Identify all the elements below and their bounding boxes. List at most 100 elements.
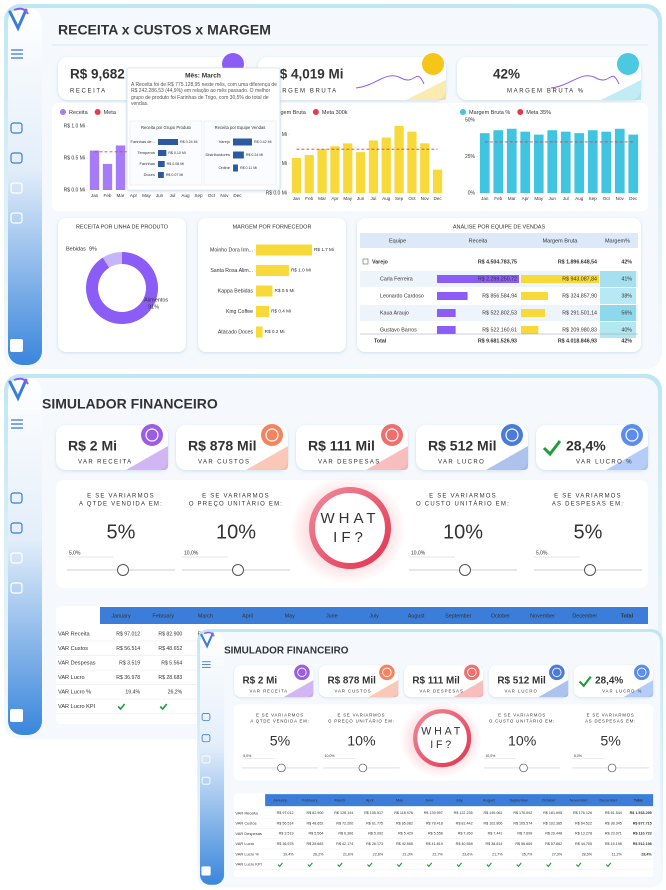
cell: R$ 1.533.299 — [630, 811, 652, 815]
cell: R$ 128.144 — [334, 811, 353, 815]
nav-icon[interactable] — [10, 212, 23, 224]
data-bar — [521, 275, 599, 283]
bar-label: Doces — [144, 172, 155, 177]
slider-knob[interactable] — [277, 763, 286, 773]
cell: R$ 2.299.250,72 — [478, 276, 517, 282]
slider-knob[interactable] — [459, 564, 471, 576]
slider-question: E SE VARIARMOS — [554, 494, 622, 500]
legend-label: Margem Bruta % — [469, 110, 510, 116]
sidebar — [200, 632, 225, 885]
cell: R$ 44.705 — [575, 842, 592, 846]
what-if-text: IF? — [333, 529, 367, 546]
legend-dot — [460, 109, 466, 115]
cell: 27,3% — [552, 852, 563, 856]
legend-label: Receita — [69, 110, 89, 116]
cell: 26,2% — [313, 852, 324, 856]
cell: R$ 28.683 — [306, 842, 323, 846]
kpi-label: MARGEM BRUTA % — [507, 89, 585, 95]
cell: 41% — [621, 276, 632, 282]
x-tick-label: Dec — [233, 193, 242, 198]
cell: R$ 5.092 — [368, 832, 383, 836]
nav-icon[interactable] — [201, 755, 211, 764]
slider-question: O CUSTO UNITÁRIO EM: — [489, 718, 555, 723]
cell: 22,8% — [373, 852, 384, 856]
bar — [628, 134, 639, 193]
kpi-corner — [486, 446, 528, 470]
nav-icon[interactable] — [201, 776, 211, 785]
tooltip-chart-title: Receita por Equipe Vendas — [215, 125, 266, 130]
dashboard: RECEITA x CUSTOS x MARGEM R$ 9,682 Mi RECE… — [8, 7, 648, 352]
data-bar — [437, 309, 456, 317]
card-title: RECEITA POR LINHA DE PRODUTO — [76, 224, 169, 230]
what-if-ring — [413, 709, 472, 768]
slider-value: 10% — [216, 521, 256, 543]
nav-icon[interactable] — [10, 152, 23, 164]
value-label: R$ 0.24 Mi — [180, 140, 198, 144]
column-header: Margem% — [605, 238, 630, 244]
bar — [614, 128, 625, 193]
slider-knob[interactable] — [358, 763, 368, 773]
nav-icon[interactable] — [10, 522, 23, 534]
slice-value: 91% — [148, 304, 159, 310]
slider-knob[interactable] — [519, 763, 528, 773]
kpi-label: VAR RECEITA — [250, 689, 289, 694]
cell: 28,5% — [582, 852, 593, 856]
bar — [158, 161, 165, 167]
column-header: December — [572, 613, 597, 619]
cell: R$ 13.278 — [575, 832, 592, 836]
kpi-icon — [549, 664, 565, 681]
cell: Gustavo Barros — [380, 327, 417, 333]
tooltip-text: A Receita foi de R$ 775.128,95 neste mês… — [131, 82, 277, 108]
cell: R$ 324.857,90 — [562, 293, 597, 299]
kpi-check — [367, 862, 373, 868]
checkbox[interactable] — [362, 258, 369, 265]
cell: 21,6% — [343, 852, 354, 856]
cell: R$ 82.900 — [158, 631, 182, 637]
total-cell: Total — [374, 338, 387, 344]
kpi-value: 28,4% — [566, 438, 606, 454]
slider-value: 10% — [508, 733, 537, 749]
column-header: November — [530, 613, 555, 619]
total-cell: R$ 9.681.526,93 — [478, 338, 517, 344]
slider-question: A QTDE VENDIDA EM: — [250, 718, 309, 723]
x-tick-label: Nov — [421, 196, 430, 201]
x-tick-label: Aug — [382, 196, 391, 201]
pct-cell — [600, 305, 636, 321]
nav-icon[interactable] — [10, 182, 23, 194]
kpi-icon — [381, 424, 403, 446]
kpi-icon-ring — [552, 667, 562, 678]
nav-icon[interactable] — [10, 552, 23, 564]
slider-question: E SE VARIARMOS — [498, 713, 546, 718]
column-header: October — [542, 799, 556, 803]
nav-icon[interactable] — [10, 492, 23, 504]
slider-knob[interactable] — [232, 564, 244, 576]
x-tick-label: Mar — [318, 196, 326, 201]
kpi-card — [176, 425, 288, 470]
bar-label: Temperos — [137, 150, 155, 155]
kpi-icon — [634, 664, 650, 681]
kpi-corner — [606, 446, 648, 470]
slider-knob[interactable] — [117, 564, 129, 576]
bar — [407, 131, 417, 193]
bar — [506, 128, 517, 193]
data-bar — [437, 326, 456, 334]
nav-icon[interactable] — [201, 734, 211, 743]
nav-icon[interactable] — [201, 712, 211, 721]
bar — [102, 163, 113, 190]
value-label: R$ 0.07 Mi — [166, 173, 184, 177]
cell: R$ 176.126 — [573, 811, 592, 815]
cell: R$ 26.173 — [366, 842, 383, 846]
nav-icon[interactable] — [10, 582, 23, 594]
x-tick-label: Feb — [494, 196, 502, 201]
nav-icon[interactable] — [10, 122, 23, 134]
cell: R$ 943.087,84 — [562, 276, 597, 282]
cell: R$ 5.564 — [161, 660, 182, 666]
cell: 28,4% — [641, 852, 652, 856]
kpi-icon — [422, 53, 444, 75]
slider-question: AS DESPESAS EM: — [585, 718, 636, 723]
cell: R$ 20.448 — [545, 832, 562, 836]
x-tick-label: Jan — [481, 196, 489, 201]
pct-cell — [600, 271, 636, 287]
slider-knob[interactable] — [607, 763, 617, 773]
slider-knob[interactable] — [584, 564, 596, 576]
